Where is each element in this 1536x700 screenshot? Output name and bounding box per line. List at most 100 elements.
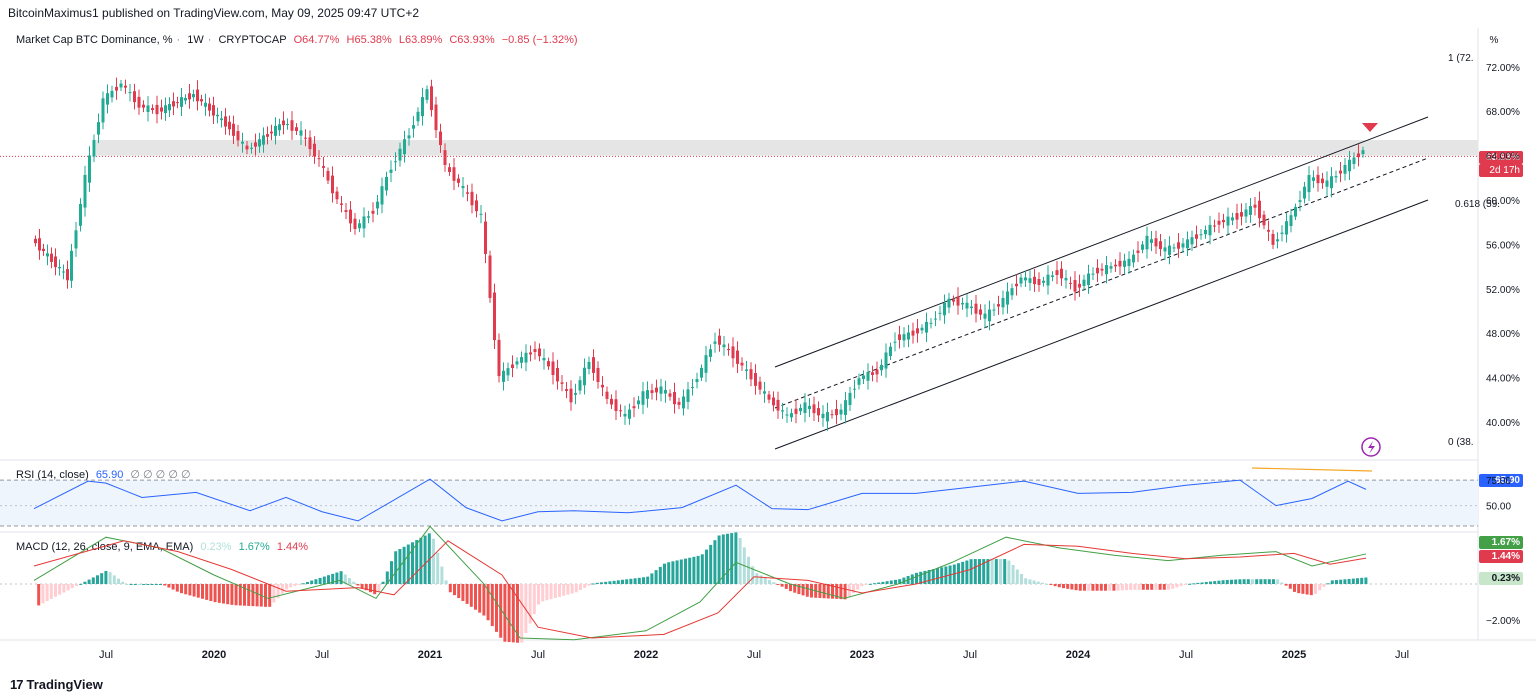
candle-body (317, 158, 321, 160)
candle-body (1199, 234, 1203, 236)
publisher-line: BitcoinMaximus1 published on TradingView… (8, 6, 420, 20)
macd-histogram-bar (91, 577, 95, 584)
candle-body (479, 213, 483, 215)
macd-histogram-bar (369, 584, 372, 593)
candle-body (547, 361, 550, 367)
macd-histogram-bar (234, 584, 238, 606)
scale-unit-button[interactable]: % (1489, 35, 1499, 46)
candle-body (970, 306, 973, 309)
legend-symbol[interactable]: Market Cap BTC Dominance, % (16, 34, 173, 46)
candle-body (1258, 200, 1261, 219)
candle-body (1145, 235, 1149, 250)
y-tick-label: 64.00% (1486, 152, 1520, 163)
macd-histogram-bar (159, 584, 162, 585)
candle-body (278, 124, 281, 131)
candle-body (709, 349, 712, 357)
macd-histogram-bar (738, 537, 742, 584)
candle-body (673, 392, 676, 405)
candle-body (592, 357, 595, 373)
macd-signal-value: 1.44% (276, 541, 309, 553)
candle-body (799, 407, 802, 412)
macd-histogram-bar (390, 561, 393, 584)
macd-histogram-bar (1108, 584, 1112, 591)
macd-label[interactable]: MACD (12, 26, close, 9, EMA, EMA) (16, 541, 194, 553)
macd-histogram-bar (331, 573, 335, 584)
legend-interval[interactable]: 1W (187, 34, 204, 46)
macd-histogram-bar (226, 584, 230, 605)
macd-histogram-bar (339, 571, 343, 584)
macd-histogram-bar (293, 584, 297, 586)
candle-body (1168, 245, 1171, 255)
candle-body (1001, 297, 1005, 308)
candle-body (1091, 273, 1095, 275)
candle-body (88, 155, 91, 183)
candle-body (655, 387, 658, 393)
candle-body (853, 388, 856, 390)
macd-histogram-bar (427, 533, 431, 584)
candle-body (1051, 275, 1054, 277)
macd-histogram-bar (1188, 583, 1191, 585)
macd-histogram-bar (1158, 584, 1162, 590)
candle-body (1226, 216, 1230, 226)
macd-histogram-bar (579, 584, 582, 591)
candle-body (1078, 283, 1081, 288)
candle-body (983, 313, 987, 319)
candle-body (101, 98, 105, 123)
candle-body (54, 256, 57, 268)
candle-body (515, 361, 519, 365)
candle-body (443, 150, 447, 165)
macd-histogram-bar (482, 584, 486, 616)
candle-body (184, 98, 187, 101)
x-tick-label: 2023 (850, 649, 874, 661)
candle-body (46, 253, 49, 257)
candle-body (466, 192, 469, 194)
candle-body (308, 137, 312, 150)
macd-histogram-bar (54, 584, 57, 597)
candle-body (1064, 278, 1068, 281)
macd-histogram-bar (1125, 584, 1128, 591)
macd-histogram-bar (608, 581, 612, 584)
macd-histogram-bar (96, 575, 99, 584)
candle-body (641, 391, 645, 405)
macd-histogram-bar (1339, 579, 1343, 584)
macd-histogram-bar (1167, 584, 1170, 590)
macd-histogram-bar (280, 584, 284, 594)
macd-histogram-bar (306, 581, 309, 584)
macd-histogram-bar (910, 574, 914, 584)
candle-body (1028, 278, 1032, 283)
macd-histogram-bar (1204, 581, 1208, 584)
macd-histogram-bar (415, 540, 419, 584)
macd-histogram-bar (1263, 579, 1267, 584)
macd-histogram-bar (717, 535, 721, 584)
macd-histogram-bar (104, 570, 108, 584)
candle-body (1073, 279, 1077, 292)
macd-histogram-bar (1015, 569, 1019, 584)
candle-body (749, 369, 753, 380)
chart-canvas[interactable]: 72.00% 68.00% 64.00% 60.00% 56.00% 52.00% 48.0… (0, 24, 1536, 674)
candle-body (1339, 170, 1342, 174)
candle-body (448, 167, 451, 172)
macd-histogram-bar (453, 584, 456, 596)
macd-histogram-bar (448, 584, 452, 593)
macd-histogram-bar (734, 532, 738, 584)
candle-body (866, 372, 870, 381)
legend-close: C63.93% (449, 34, 495, 46)
macd-histogram-bar (1045, 583, 1049, 585)
candle-body (228, 121, 231, 130)
tradingview-logo[interactable]: 17 TradingView (10, 677, 103, 692)
candle-body (322, 166, 325, 168)
candle-body (1249, 206, 1252, 215)
macd-histogram-bar (1120, 584, 1124, 591)
candle-body (452, 167, 456, 181)
rsi-legend: RSI (14, close) 65.90 ∅ ∅ ∅ ∅ ∅ (16, 468, 195, 481)
macd-histogram-bar (133, 584, 137, 585)
lightning-icon (1361, 437, 1381, 457)
macd-histogram-bar (1066, 584, 1070, 589)
macd-histogram-bar (679, 559, 683, 584)
macd-histogram-bar (856, 584, 860, 590)
macd-histogram-bar (1171, 584, 1175, 589)
rsi-label[interactable]: RSI (14, close) (16, 469, 89, 481)
macd-histogram-bar (1242, 579, 1246, 584)
candle-body (262, 135, 265, 145)
macd-histogram-bar (558, 584, 561, 597)
